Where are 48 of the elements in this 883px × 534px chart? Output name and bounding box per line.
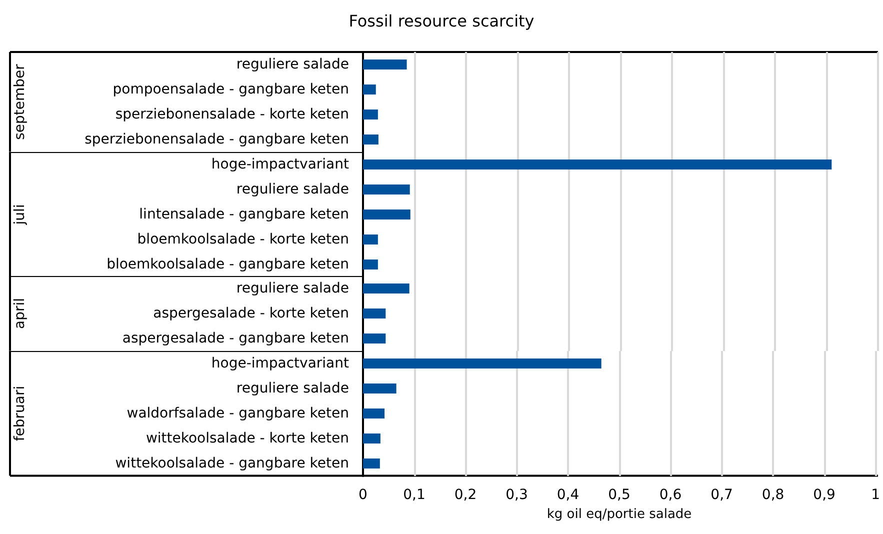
bar	[363, 384, 396, 394]
y-tick-label: sperziebonensalade - korte keten	[115, 106, 349, 122]
chart-title: Fossil resource scarcity	[348, 12, 534, 30]
x-tick-label: 0,9	[813, 487, 836, 504]
x-tick-label: 0,1	[403, 487, 426, 504]
x-axis-title: kg oil eq/portie salade	[546, 507, 692, 522]
bar	[363, 434, 380, 444]
bar	[363, 358, 602, 369]
y-axis-title: april	[12, 298, 28, 330]
y-tick-label: aspergesalade - korte keten	[153, 306, 349, 322]
x-tick-label: 0,3	[506, 487, 528, 504]
x-tick-label: 0,2	[454, 487, 477, 504]
y-axis-title: september	[12, 64, 28, 140]
y-tick-label: reguliere salade	[236, 181, 349, 198]
bar	[363, 234, 378, 244]
bar	[363, 209, 410, 220]
bar	[363, 60, 407, 70]
bar	[363, 110, 378, 120]
x-tick-label: 0	[358, 487, 368, 504]
y-tick-label: aspergesalade - gangbare keten	[122, 330, 349, 347]
x-tick-label: 0,6	[659, 487, 682, 504]
y-tick-label: bloemkoolsalade - gangbare keten	[106, 256, 349, 272]
y-tick-label: lintensalade - gangbare keten	[139, 206, 349, 222]
y-tick-label: reguliere salade	[236, 56, 349, 72]
bar	[363, 259, 378, 270]
bar	[363, 134, 378, 144]
y-tick-label: wittekoolsalade - korte keten	[146, 430, 349, 447]
bar	[363, 84, 376, 94]
x-tick-label: 0,8	[762, 487, 784, 504]
y-tick-label: bloemkoolsalade - korte keten	[137, 231, 349, 248]
y-tick-label: hoge-impactvariant	[211, 356, 350, 372]
x-tick-label: 1	[871, 487, 880, 504]
y-tick-label: hoge-impactvariant	[211, 156, 350, 172]
y-axis-title: juli	[12, 204, 28, 226]
y-axis-title: februari	[12, 386, 28, 442]
x-tick-label: 0,4	[556, 487, 580, 504]
y-tick-label: pompoensalade - gangbare keten	[112, 82, 349, 98]
bar	[363, 458, 380, 469]
bar	[363, 159, 832, 170]
x-tick-label: 0,5	[608, 487, 630, 504]
bar	[363, 184, 410, 194]
y-tick-label: waldorfsalade - gangbare keten	[126, 406, 349, 422]
y-tick-label: reguliere salade	[236, 380, 349, 397]
bar	[363, 408, 385, 419]
y-tick-label: sperziebonensalade - gangbare keten	[84, 132, 349, 148]
y-tick-label: wittekoolsalade - gangbare keten	[115, 456, 349, 472]
y-tick-label: reguliere salade	[236, 280, 349, 297]
x-tick-label: 0,7	[710, 487, 733, 504]
